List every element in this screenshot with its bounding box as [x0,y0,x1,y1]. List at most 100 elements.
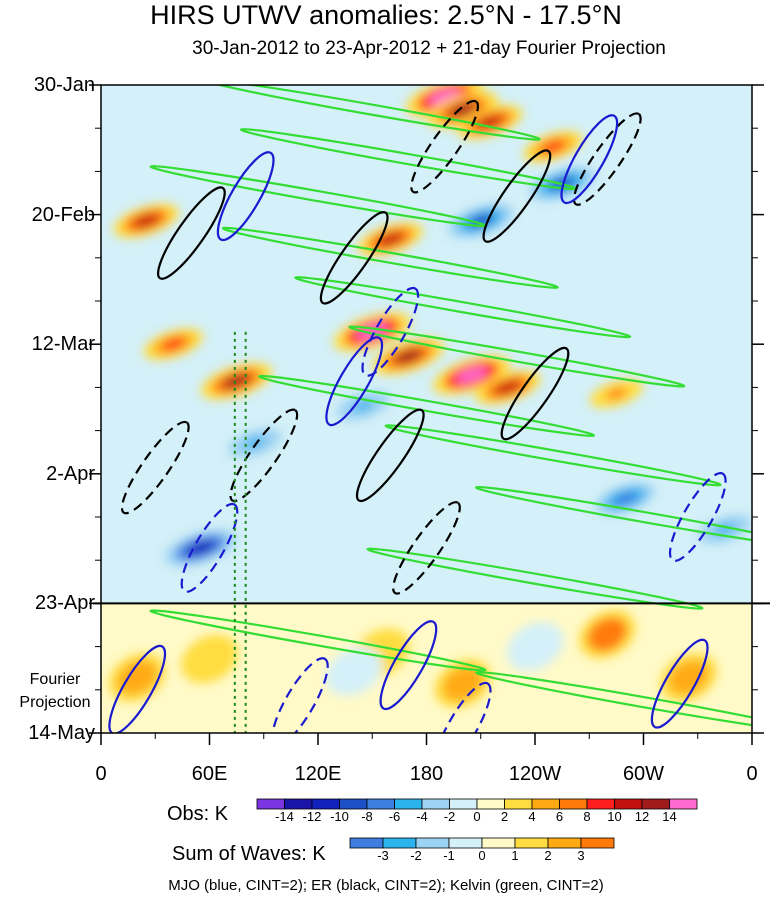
anomaly-blob [442,666,483,701]
wave-contour [366,547,704,610]
colorbar-tick-label: 2 [500,809,509,824]
colorbar-swatch [256,798,285,810]
legend-note: MJO (blue, CINT=2); ER (black, CINT=2); … [168,877,604,894]
wave-contour [257,374,596,437]
colorbar-swatch [476,798,505,810]
colorbar-swatch [641,798,670,810]
chart-title: HIRS UTWV anomalies: 2.5°N - 17.5°N [150,0,622,30]
y-tick-label: 30-Jan [33,74,95,96]
colorbar-swatch [669,798,698,810]
wave-contour [271,657,329,733]
wave-contour [433,681,492,733]
anomaly-blob [186,540,215,556]
wave-contour [149,609,487,672]
colorbar-swatch [349,837,384,849]
colorbar-tick-label: 3 [577,848,585,863]
colorbar-swatch [481,837,516,849]
colorbar-swatch [448,837,483,849]
wave-contours [108,85,752,733]
wave-contour [668,472,727,562]
wave-contour [157,186,226,280]
y-tick-label: 20-Feb [31,203,95,226]
wave-contour [216,151,275,242]
colorbar-swatch [382,837,417,849]
x-tick-label: 120E [294,763,342,785]
colorbar-tick-label: -6 [388,809,401,824]
colorbar-tick-label: -8 [361,809,373,824]
anomaly-blob [429,89,461,106]
y-tick-label: 12-Mar [31,333,95,356]
colorbar-tick-label: 6 [555,809,564,824]
x-tick-label: 120W [508,763,562,785]
colorbar-tick-label: 4 [528,809,536,824]
anomaly-blob [668,660,709,695]
colorbar-tick-label: 1 [511,848,519,863]
colorbar-tick-label: 2 [544,848,552,863]
colorbar-swatch [559,798,588,810]
wave-contour [120,420,190,515]
wave-contour [392,501,461,595]
wave-contour [221,226,559,289]
colorbar-swatch [311,798,340,810]
anomaly-blob [161,337,186,351]
colorbar-tick-label: 10 [607,809,622,824]
colorbar-swatch [547,837,582,849]
colorbar-swatch [504,798,533,810]
anomaly-blob [467,214,494,228]
anomaly-blob [117,660,157,695]
x-tick-label: 0 [746,763,758,785]
wave-contour [294,276,632,339]
colorbar-tick-label: 0 [478,848,486,863]
colorbar-tick-label: -2 [410,848,422,863]
chart-subtitle: 30-Jan-2012 to 23-Apr-2012 + 21-day Four… [192,38,666,59]
colorbar-swatch [284,798,313,810]
colorbar-tick-label: -4 [416,809,428,824]
anomaly-blob [494,380,521,395]
colorbar-tick-label: -3 [377,848,389,863]
wave-contour [355,408,425,503]
anomaly-blob [613,492,638,505]
projection-label: Fourier Projection [10,668,100,714]
colorbar-tick-label: -14 [275,809,294,824]
anomaly-field [108,85,752,708]
colorbars [256,798,698,849]
x-tick-label: 60W [622,763,665,785]
wave-contour [482,149,552,243]
waves-colorbar-title: Sum of Waves: K [172,843,326,865]
wave-contour [361,286,420,377]
anomaly-blob [133,214,160,228]
wave-contour [180,502,239,593]
colorbar-tick-label: -10 [330,809,349,824]
colorbar-swatch [580,837,615,849]
wave-contour [560,114,619,205]
wave-contour [203,85,541,141]
colorbar-swatch [394,798,423,810]
wave-contour [108,644,167,733]
wave-contour [384,424,722,487]
anomaly-blob [515,629,555,664]
colorbar-swatch [614,798,643,810]
wave-contour [348,325,686,388]
colorbar-tick-label: -2 [443,809,456,824]
axes [89,84,770,745]
x-tick-label: 0 [95,763,107,785]
anomaly-blob [222,373,251,389]
colorbar-swatch [421,798,450,810]
colorbar-swatch [339,798,368,810]
wave-contour [319,211,389,305]
anomaly-blob [189,641,230,676]
colorbar-tick-label: 14 [662,809,677,824]
y-tick-label: 2-Apr [46,462,95,485]
wave-contour [379,620,438,711]
wave-contour [650,638,709,729]
anomaly-blob [394,349,423,364]
wave-contour [325,336,384,427]
colorbar-swatch [514,837,549,849]
colorbar-tick-label: 12 [634,809,650,824]
wave-contour [474,671,752,733]
anomaly-blob [377,232,404,247]
anomaly-blob [587,617,628,652]
anomaly-blob [456,367,488,383]
projection-label-line-1: Fourier [29,671,81,688]
